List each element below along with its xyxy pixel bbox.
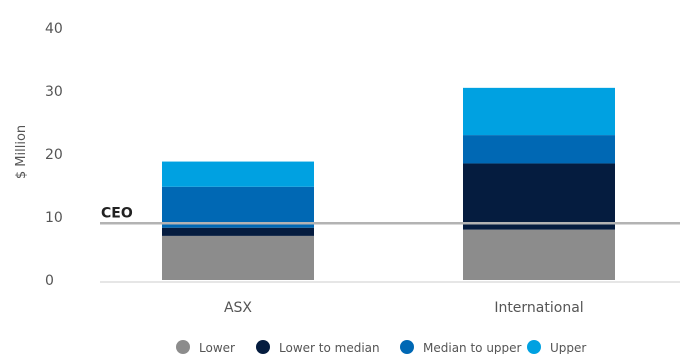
category-labels: ASX International [224,300,584,316]
bar-segment [162,186,314,228]
bars [162,87,615,280]
bar-segment [162,227,314,236]
legend-swatch [400,340,414,354]
bar-segment [162,161,314,187]
y-axis-label: $ Million [14,125,29,179]
bar-segment [162,235,314,280]
category-label: International [494,300,583,316]
y-axis-ticks: 0 10 20 30 40 [45,21,63,289]
y-tick-label: 40 [45,21,63,37]
legend-swatch [256,340,270,354]
bar-segment [463,135,615,164]
legend: Lower Lower to median Median to upper Upper [176,340,586,354]
reference-line-group: CEO [100,205,680,225]
y-tick-label: 10 [45,210,63,226]
legend-label: Lower [199,341,235,354]
reference-line-label: CEO [101,205,133,221]
legend-swatch [176,340,190,354]
bar-segment [463,229,615,280]
y-tick-label: 0 [45,273,54,289]
y-tick-label: 30 [45,84,63,100]
bar-segment [463,87,615,136]
legend-swatch [527,340,541,354]
legend-label: Upper [550,341,586,354]
bar-segment [463,163,615,230]
category-label: ASX [224,300,252,316]
legend-label: Median to upper [423,341,522,354]
legend-label: Lower to median [279,341,380,354]
y-tick-label: 20 [45,147,63,163]
